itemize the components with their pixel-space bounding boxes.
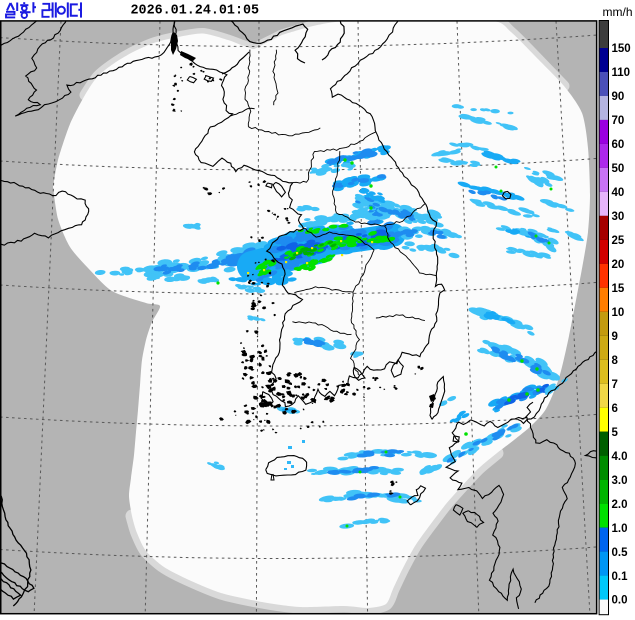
svg-text:25: 25 (612, 235, 625, 247)
svg-text:2.0: 2.0 (612, 499, 628, 511)
svg-text:8: 8 (612, 355, 619, 367)
svg-text:70: 70 (612, 115, 625, 127)
svg-text:20: 20 (612, 259, 625, 271)
svg-text:0.1: 0.1 (612, 571, 629, 583)
svg-text:7: 7 (612, 379, 618, 391)
svg-text:60: 60 (612, 139, 625, 151)
svg-text:5: 5 (612, 427, 619, 439)
svg-text:90: 90 (612, 91, 625, 103)
svg-text:15: 15 (612, 283, 625, 295)
svg-text:150: 150 (612, 43, 631, 55)
svg-text:9: 9 (612, 331, 618, 343)
svg-text:40: 40 (612, 187, 625, 199)
svg-text:mm/h: mm/h (603, 5, 633, 19)
svg-text:6: 6 (612, 403, 618, 415)
svg-text:4.0: 4.0 (612, 451, 628, 463)
svg-text:1.0: 1.0 (612, 523, 628, 535)
svg-text:3.0: 3.0 (612, 475, 628, 487)
svg-text:10: 10 (612, 307, 625, 319)
svg-text:30: 30 (612, 211, 625, 223)
svg-text:0.5: 0.5 (612, 547, 629, 559)
svg-text:50: 50 (612, 163, 625, 175)
svg-text:0.0: 0.0 (612, 595, 628, 607)
svg-text:2026.01.24.01:05: 2026.01.24.01:05 (131, 4, 260, 19)
svg-text:110: 110 (612, 67, 631, 79)
